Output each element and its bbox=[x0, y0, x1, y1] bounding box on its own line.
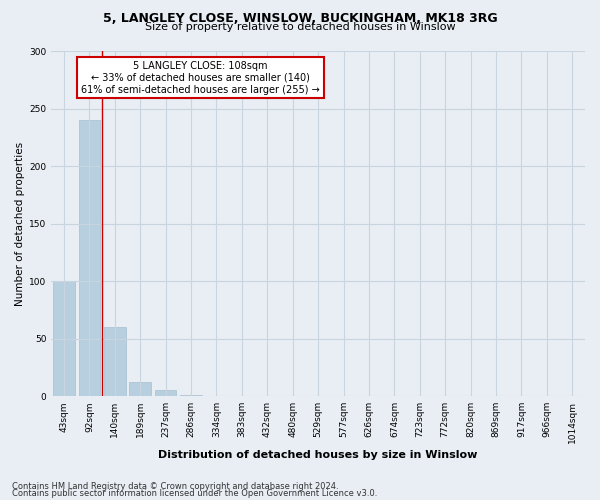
X-axis label: Distribution of detached houses by size in Winslow: Distribution of detached houses by size … bbox=[158, 450, 478, 460]
Bar bbox=[180, 395, 202, 396]
Y-axis label: Number of detached properties: Number of detached properties bbox=[15, 142, 25, 306]
Bar bbox=[130, 382, 151, 396]
Bar bbox=[104, 327, 125, 396]
Text: Contains HM Land Registry data © Crown copyright and database right 2024.: Contains HM Land Registry data © Crown c… bbox=[12, 482, 338, 491]
Text: 5 LANGLEY CLOSE: 108sqm
← 33% of detached houses are smaller (140)
61% of semi-d: 5 LANGLEY CLOSE: 108sqm ← 33% of detache… bbox=[82, 62, 320, 94]
Bar bbox=[79, 120, 100, 396]
Text: Size of property relative to detached houses in Winslow: Size of property relative to detached ho… bbox=[145, 22, 455, 32]
Text: 5, LANGLEY CLOSE, WINSLOW, BUCKINGHAM, MK18 3RG: 5, LANGLEY CLOSE, WINSLOW, BUCKINGHAM, M… bbox=[103, 12, 497, 26]
Bar bbox=[155, 390, 176, 396]
Text: Contains public sector information licensed under the Open Government Licence v3: Contains public sector information licen… bbox=[12, 489, 377, 498]
Bar bbox=[53, 281, 75, 396]
